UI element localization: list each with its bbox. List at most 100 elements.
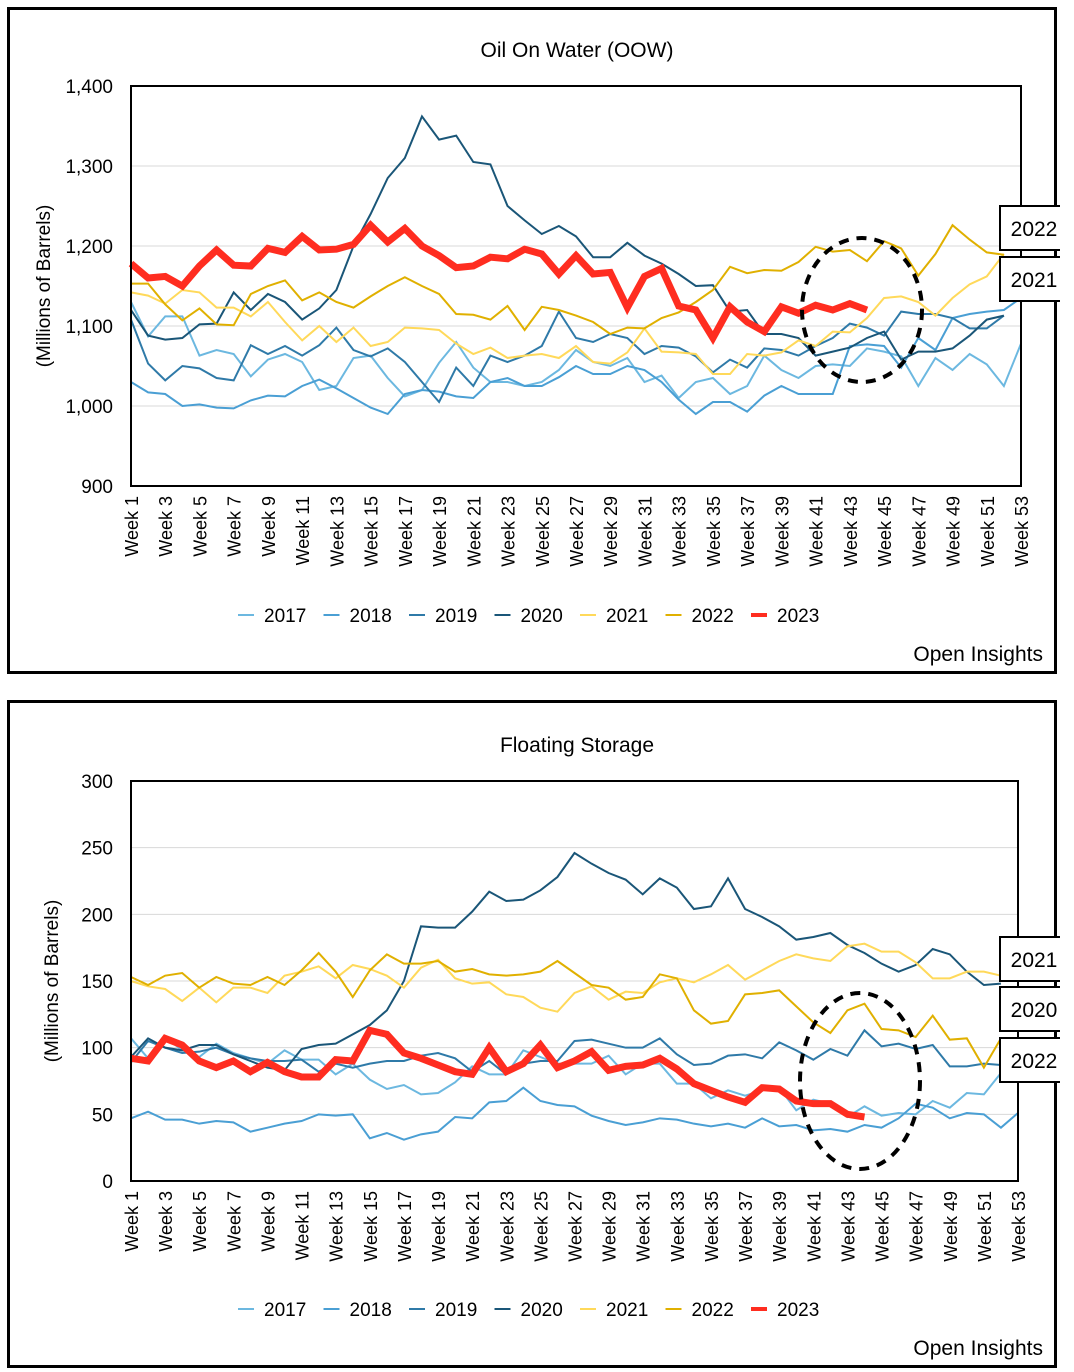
x-tick-label: Week 37 [738,496,758,567]
x-tick-label: Week 49 [944,496,964,567]
annotation-label: 2022 [1011,1050,1058,1073]
x-tick-label: Week 13 [327,496,347,567]
y-tick-label: 150 [81,972,113,993]
x-tick-label: Week 37 [736,1191,756,1262]
series-line-2019 [130,309,1005,404]
highlight-circle [800,236,924,384]
x-tick-label: Week 33 [670,496,690,567]
floating-storage-panel: Floating Storage 0 50 100 150 200 250 300 (Milli… [7,700,1060,1368]
series-line-2021 [130,253,1005,375]
x-tick-label: Week 9 [258,1191,278,1252]
x-tick-label: Week 29 [601,496,621,567]
x-tick-label: Week 35 [702,1191,722,1262]
y-tick-label: 200 [81,905,113,926]
annotation-box [999,936,1060,982]
y-tick-label: 300 [81,772,113,793]
series-line-2021 [130,942,1002,1013]
x-tick-label: Week 41 [804,1191,824,1262]
x-tick-label: Week 45 [873,1191,893,1262]
legend-label-2018: 2018 [350,606,392,627]
x-tick-label: Week 39 [770,1191,790,1262]
y-axis-label: (Millions of Barrels) [34,205,55,368]
floating-storage-chart: Floating Storage 0 50 100 150 200 250 300 (Milli… [42,734,1060,1360]
y-tick-label: 1,300 [65,157,113,178]
y-tick-label: 1,000 [65,397,113,418]
y-axis-label: (Millions of Barrels) [42,900,63,1063]
annotation-box [999,1037,1060,1083]
x-tick-label: Week 5 [190,1191,210,1252]
x-tick-label: Week 43 [838,1191,858,1262]
x-tick-label: Week 19 [429,1191,449,1262]
series-line-2020 [130,851,1002,1072]
source-label: Open Insights [913,1337,1043,1360]
x-tick-label: Week 23 [497,1191,517,1262]
x-tick-label: Week 21 [463,1191,483,1262]
x-tick-label: Week 45 [875,496,895,567]
legend-label-2022: 2022 [692,606,734,627]
legend-label-2021: 2021 [606,1300,648,1321]
legend-label-2020: 2020 [521,1300,563,1321]
series-line-2023 [130,1026,866,1121]
annotation-box [999,256,1060,302]
x-tick-label: Week 11 [293,1191,313,1260]
x-tick-label: Week 1 [122,1191,142,1252]
series-line-2019 [130,1028,1002,1076]
y-tick-label: 0 [102,1172,113,1193]
x-tick-label: Week 9 [259,496,279,557]
x-tick-label: Week 41 [807,496,827,567]
series-line-2017 [130,1035,1019,1119]
highlight-circle [798,991,922,1171]
series-line-2022 [131,223,1005,336]
series-line-2018 [130,297,1022,416]
x-tick-label: Week 5 [190,496,210,557]
x-tick-label: Week 33 [668,1191,688,1262]
source-label: Open Insights [913,643,1043,666]
legend-label-2017: 2017 [264,1300,306,1321]
plot-frame [130,85,1022,487]
legend-label-2023: 2023 [777,1300,819,1321]
x-tick-label: Week 25 [531,1191,551,1262]
legend-label-2020: 2020 [521,606,563,627]
x-tick-label: Week 13 [327,1191,347,1262]
oow-panel: Oil On Water (OOW) 900 1,000 1,100 1,200 1,30… [7,7,1060,674]
x-tick-label: Week 31 [635,496,655,567]
annotation-label: 2021 [1011,269,1058,292]
y-tick-label: 1,400 [65,77,113,98]
legend-label-2021: 2021 [606,606,648,627]
series-line-2018 [130,1086,1019,1141]
x-tick-label: Week 27 [567,496,587,567]
y-tick-label: 250 [81,839,113,860]
annotation-label: 2020 [1011,999,1058,1022]
x-tick-label: Week 53 [1009,1191,1029,1262]
x-tick-label: Week 43 [841,496,861,567]
x-tick-label: Week 25 [533,496,553,567]
legend-label-2023: 2023 [777,606,819,627]
x-tick-label: Week 51 [975,1191,995,1262]
series-line-2020 [130,114,1005,361]
x-tick-label: Week 19 [430,496,450,567]
annotation-box [999,986,1060,1032]
x-tick-label: Week 51 [978,496,998,567]
annotation-label: 2021 [1011,949,1058,972]
legend-label-2018: 2018 [350,1300,392,1321]
x-tick-label: Week 47 [909,496,929,567]
legend-label-2022: 2022 [692,1300,734,1321]
y-tick-label: 50 [92,1105,113,1126]
series-line-2022 [130,951,1002,1070]
series-line-2023 [128,220,869,345]
y-tick-label: 900 [81,477,113,498]
x-tick-label: Week 27 [566,1191,586,1262]
x-tick-label: Week 15 [362,496,382,567]
legend-label-2019: 2019 [435,1300,477,1321]
x-tick-label: Week 3 [156,1191,176,1252]
y-tick-label: 100 [81,1039,113,1060]
x-tick-label: Week 29 [600,1191,620,1262]
x-tick-label: Week 7 [225,496,245,557]
chart-title: Floating Storage [500,734,654,757]
x-tick-label: Week 53 [1012,496,1032,567]
x-tick-label: Week 35 [704,496,724,567]
x-tick-label: Week 31 [634,1191,654,1262]
oow-chart: Oil On Water (OOW) 900 1,000 1,100 1,200 1,30… [34,39,1060,666]
x-tick-label: Week 17 [396,496,416,567]
